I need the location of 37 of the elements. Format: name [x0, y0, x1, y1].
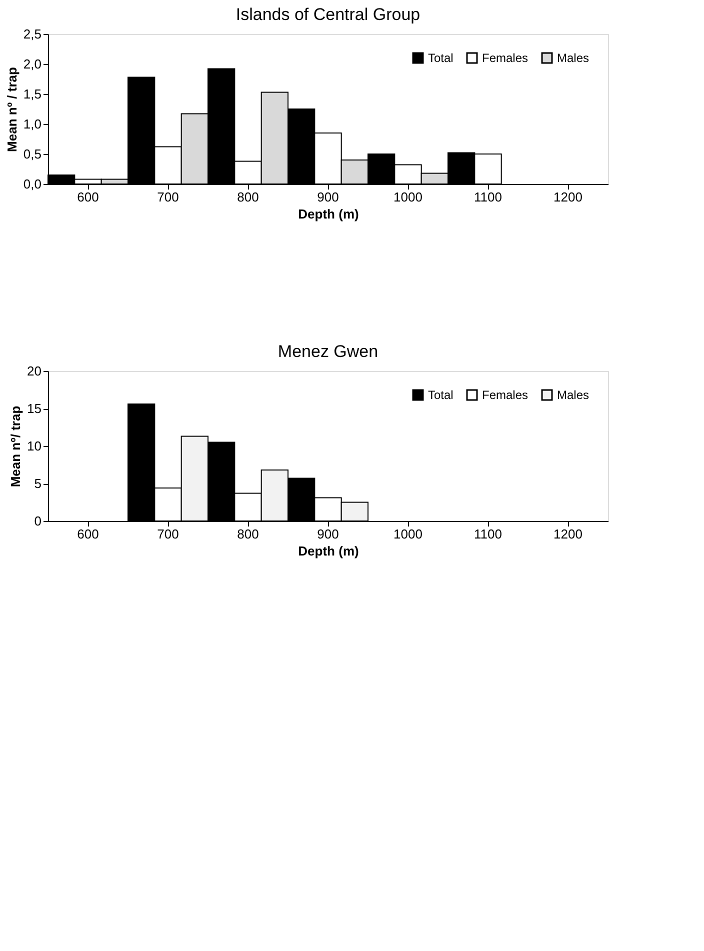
x-tick-label: 1200	[554, 190, 582, 204]
x-tick-label: 1000	[394, 526, 422, 542]
y-tick-label: 2,5	[23, 26, 42, 42]
legend-label: Total	[428, 388, 454, 402]
y-tick-label: 5	[34, 476, 42, 491]
y-tick-label: 0,5	[23, 146, 42, 162]
y-tick-label: 2,0	[23, 56, 42, 72]
y-tick-label: 1,5	[23, 86, 42, 102]
y-tick-label: 20	[27, 364, 42, 378]
x-axis-title: Depth (m)	[298, 206, 359, 222]
x-tick-label: 1100	[474, 190, 502, 204]
y-axis-title: Mean nº / trap	[4, 66, 20, 152]
x-tick-label: 800	[237, 526, 259, 542]
chart-title: Menez Gwen	[278, 342, 378, 361]
x-tick-label: 800	[237, 190, 259, 204]
y-tick-label: 15	[27, 401, 42, 416]
x-tick-label: 900	[317, 526, 339, 542]
legend-label: Females	[482, 388, 528, 402]
x-tick-label: 600	[77, 526, 99, 542]
x-tick-label: 700	[157, 190, 179, 204]
x-tick-label: 1200	[554, 526, 582, 542]
y-tick-label: 1,0	[23, 116, 42, 132]
x-tick-label: 600	[77, 190, 99, 204]
y-tick-label: 0,0	[23, 176, 42, 192]
chart-title: Islands of Central Group	[236, 5, 420, 24]
x-tick-label: 700	[157, 526, 179, 542]
x-tick-label: 1100	[474, 526, 502, 542]
legend-label: Total	[428, 51, 454, 65]
x-tick-label: 1000	[394, 190, 422, 204]
x-tick-label: 900	[317, 190, 339, 204]
legend-label: Females	[482, 51, 528, 65]
y-axis-title: Mean nº/ trap	[8, 406, 24, 488]
legend-label: Males	[557, 388, 590, 402]
y-tick-label: 0	[34, 514, 42, 528]
x-axis-title: Depth (m)	[298, 544, 359, 558]
legend-label: Males	[557, 51, 590, 65]
y-tick-label: 10	[27, 438, 42, 454]
